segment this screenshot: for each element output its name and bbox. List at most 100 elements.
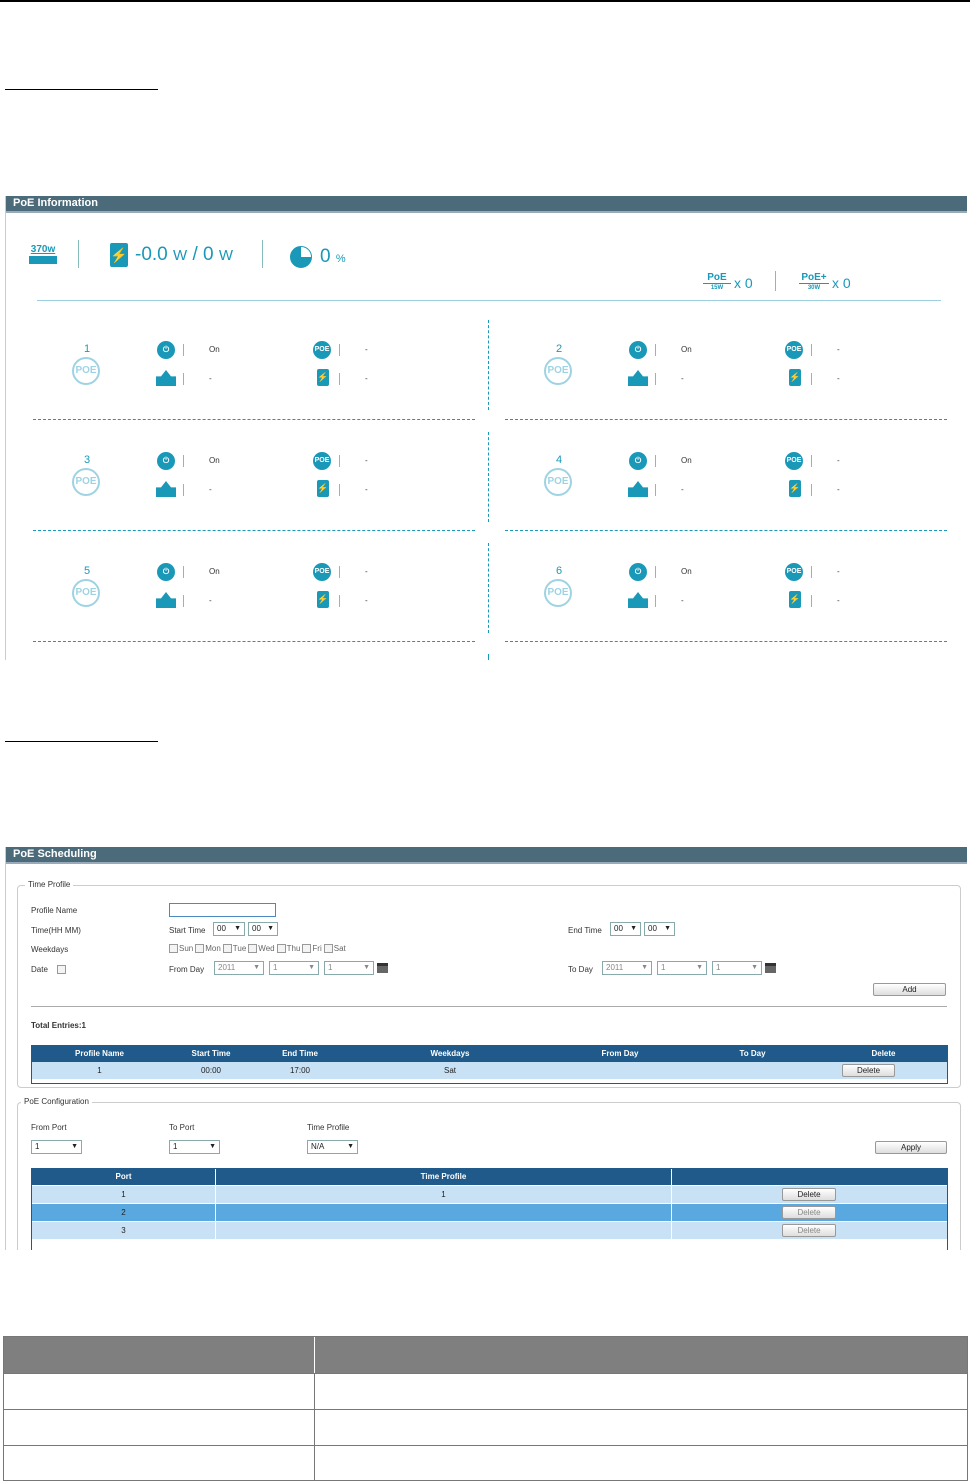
col-start-time: Start Time [191,1049,231,1058]
poe-class-icon-text: POE [314,457,330,464]
battery-icon: ⚡ [789,591,801,608]
weekday-checkbox[interactable] [302,944,312,954]
divider [339,455,340,467]
weekday-checkbox[interactable] [222,944,232,954]
cell-port: 2 [32,1204,216,1221]
grid-divider [488,320,489,410]
time-profile-select[interactable]: N/A ▼ [307,1140,358,1154]
delete-button[interactable]: Delete [782,1206,836,1219]
port-number: 5 [83,565,91,577]
end-minute-select[interactable]: 00 ▼ [644,922,675,936]
poe-port-icon-text: POE [547,587,569,598]
weekday-option[interactable]: Fri [302,944,322,954]
weekday-checkbox[interactable] [169,944,178,954]
col-weekdays: Weekdays [430,1049,470,1058]
grid-divider [33,530,475,531]
power-icon: ⏻ [157,563,175,581]
poe-port-icon: POE [544,468,572,496]
apply-button[interactable]: Apply [875,1141,947,1154]
start-minute-select[interactable]: 00 ▼ [248,922,278,936]
to-day-select[interactable]: 1 ▼ [712,961,762,975]
weekday-option[interactable]: Wed [248,944,275,954]
delete-button[interactable]: Delete [782,1188,836,1201]
cell-end-time: 17:00 [289,1066,311,1075]
poe-15w-count: x 0 [734,275,753,291]
poe-port-icon: POE [544,357,572,385]
power-value: -0.0 [135,244,168,265]
end-hour-select[interactable]: 00 ▼ [610,922,641,936]
divider [339,566,340,578]
to-port-select[interactable]: 1 ▼ [169,1140,220,1154]
weekday-option[interactable]: Sun [169,944,193,954]
table-row: 1 00:00 17:00 Sat Delete [32,1062,947,1079]
divider [811,344,812,356]
grid-divider [488,432,489,522]
from-port-select[interactable]: 1 ▼ [31,1140,82,1154]
cell-time-profile [216,1204,672,1221]
cell-time-profile: 1 [216,1186,672,1203]
weekday-label: Fri [312,944,322,953]
poe-class-icon-text: POE [314,346,330,353]
date-label: Date [31,965,48,974]
poe-port-icon: POE [72,357,100,385]
power-unit: W [218,247,234,264]
delete-button[interactable]: Delete [842,1064,895,1077]
weekday-option[interactable]: Thu [276,944,301,954]
time-profile-legend: Time Profile [25,880,74,889]
weekday-checkbox[interactable] [195,944,205,954]
weekday-option[interactable]: Mon [195,944,221,954]
from-port-value: 1 [35,1142,40,1151]
table-header: Port Time Profile [32,1169,947,1185]
cell-port: 1 [32,1186,216,1203]
table-row [4,1373,967,1409]
divider [339,344,340,356]
cell-delete: Delete [820,1062,947,1079]
to-year-select[interactable]: 2011 ▼ [602,961,652,975]
to-port-label: To Port [169,1123,195,1132]
weekday-option[interactable]: Sat [323,944,346,954]
weekday-checkbox[interactable] [276,944,286,954]
time-profile-value: N/A [311,1142,325,1151]
grid-divider [505,419,947,420]
from-port-label: From Port [31,1123,67,1132]
to-month-select[interactable]: 1 ▼ [657,961,707,975]
delete-button[interactable]: Delete [782,1224,836,1237]
total-entries: Total Entries:1 [31,1021,86,1030]
weekday-label: Thu [286,944,301,953]
weekday-label: Sat [333,944,346,953]
poe-class-icon-text: POE [786,568,802,575]
budget-label: 370w [30,244,56,255]
start-hour-select[interactable]: 00 ▼ [213,922,245,936]
calendar-icon[interactable] [765,963,776,973]
port-status: On [681,567,692,576]
from-year-select[interactable]: 2011 ▼ [214,961,264,975]
from-month-value: 1 [273,963,278,972]
divider [183,344,184,356]
time-profile-fieldset [17,885,961,1088]
from-day-select[interactable]: 1 ▼ [324,961,374,975]
power-icon: ⏻ [629,341,647,359]
date-checkbox[interactable] [57,965,66,974]
calendar-icon[interactable] [377,963,388,973]
weekday-checkbox[interactable] [323,944,333,954]
grid-divider [33,419,475,420]
poe-class-icon-text: POE [786,457,802,464]
poe-configuration-fieldset [17,1102,961,1250]
col-profile-name: Profile Name [75,1049,124,1058]
weekday-option[interactable]: Tue [222,944,246,954]
profile-name-input[interactable] [169,903,276,917]
from-month-select[interactable]: 1 ▼ [269,961,319,975]
grid-divider [33,641,475,642]
weekday-checkbox[interactable] [248,944,258,954]
battery-icon: ⚡ [317,480,329,497]
cell-port: 3 [32,1222,216,1239]
poe-class-icon: POE [313,341,331,359]
pie-chart-icon [290,246,312,268]
col-end-time: End Time [282,1049,318,1058]
add-button[interactable]: Add [873,983,946,996]
col-time-profile: Time Profile [216,1169,672,1185]
divider [811,455,812,467]
profile-table: Profile Name Start Time End Time Weekday… [31,1045,948,1084]
description-table [3,1336,968,1481]
port-power: - [365,596,368,605]
